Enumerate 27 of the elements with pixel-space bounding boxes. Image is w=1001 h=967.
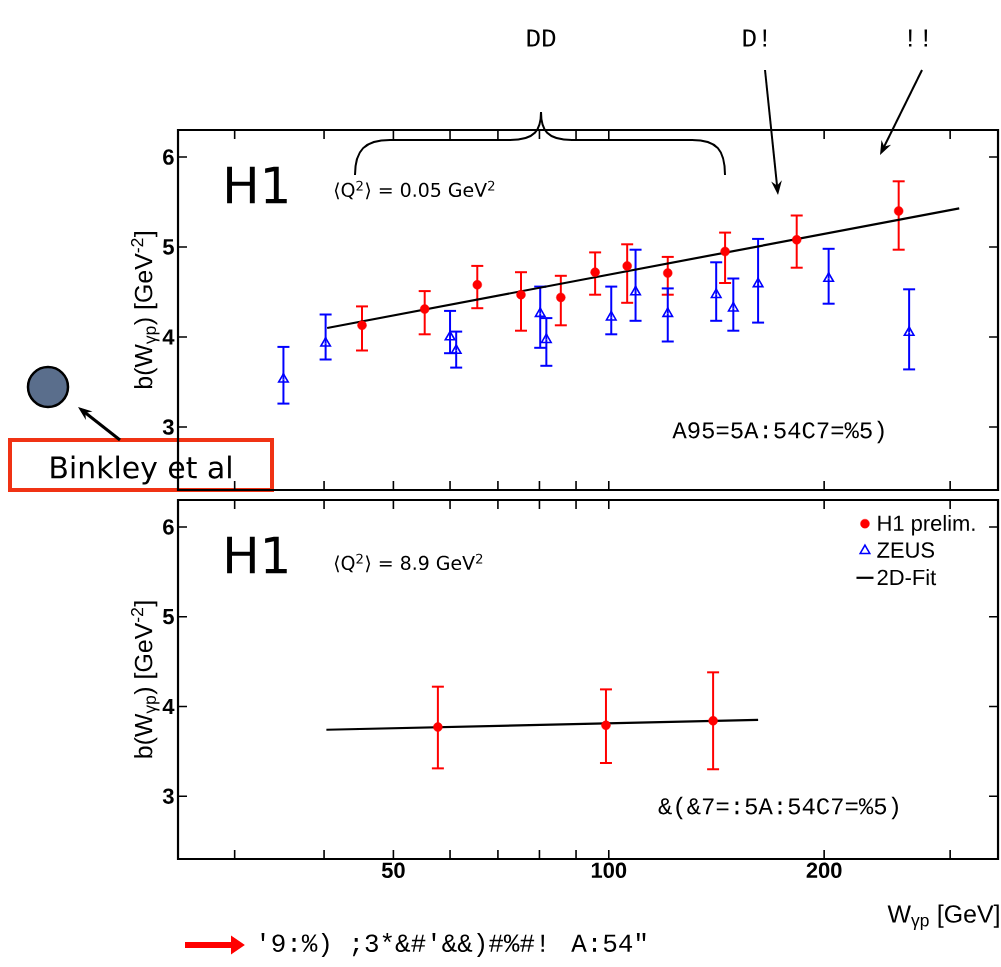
text: !! xyxy=(908,29,928,47)
annotation: H1 xyxy=(227,166,287,204)
y-tick-label: 6 xyxy=(163,519,174,535)
annotation: &(&7=:5A:54C7=%5) xyxy=(658,796,898,820)
y-tick-label: 5 xyxy=(162,609,174,625)
y-tick-label: 6 xyxy=(163,149,174,165)
legend-label: H1 prelim. xyxy=(878,514,975,536)
x-axis-title: W$_{γp}$ [GeV] xyxy=(887,904,999,930)
y-tick-label: 4 xyxy=(162,698,175,714)
annotation: H1 xyxy=(227,536,287,574)
text: D! xyxy=(743,29,767,47)
y-tick-label: 3 xyxy=(162,419,174,435)
y-tick-label: 3 xyxy=(162,788,174,804)
y-axis-title: b(W$_{γp}$) [GeV$^{-2}$] xyxy=(130,232,160,389)
y-axis-title: b(W$_{γp}$) [GeV$^{-2}$] xyxy=(130,601,160,758)
annotation: A95=5A:54C7=%5) xyxy=(672,420,884,444)
legend-label: 2D-Fit xyxy=(877,569,937,586)
x-tick-label: 100 xyxy=(591,862,627,879)
annotation: ⟨Q$^{2}$⟩ = 8.9 GeV$^{2}$ xyxy=(334,553,483,573)
text: '9:%) ;3*&#'&&)#%#! A:54" xyxy=(261,932,646,958)
annotation: ⟨Q$^{2}$⟩ = 0.05 GeV$^{2}$ xyxy=(334,180,495,200)
y-tick-label: 4 xyxy=(162,329,175,345)
x-tick-label: 50 xyxy=(381,862,405,879)
x-tick-label: 200 xyxy=(806,862,842,879)
y-tick-label: 5 xyxy=(162,239,174,255)
text: DD xyxy=(527,29,556,47)
legend-label: ZEUS xyxy=(877,542,935,558)
